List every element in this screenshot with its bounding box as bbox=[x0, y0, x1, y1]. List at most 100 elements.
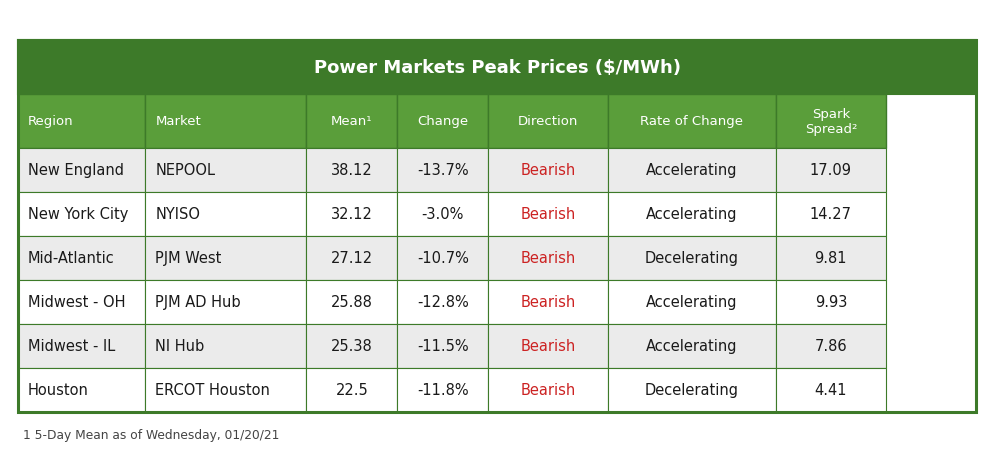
Text: PJM West: PJM West bbox=[155, 251, 222, 266]
FancyBboxPatch shape bbox=[18, 237, 145, 280]
Text: -12.8%: -12.8% bbox=[417, 295, 469, 310]
FancyBboxPatch shape bbox=[608, 280, 775, 324]
Text: NYISO: NYISO bbox=[155, 207, 201, 222]
FancyBboxPatch shape bbox=[306, 368, 398, 412]
FancyBboxPatch shape bbox=[145, 280, 306, 324]
FancyBboxPatch shape bbox=[775, 324, 886, 368]
Text: Houston: Houston bbox=[28, 383, 88, 398]
Text: 9.93: 9.93 bbox=[815, 295, 847, 310]
Text: -11.5%: -11.5% bbox=[417, 339, 469, 354]
FancyBboxPatch shape bbox=[488, 95, 608, 149]
FancyBboxPatch shape bbox=[488, 368, 608, 412]
FancyBboxPatch shape bbox=[398, 149, 488, 192]
FancyBboxPatch shape bbox=[145, 95, 306, 149]
Text: Midwest - OH: Midwest - OH bbox=[28, 295, 125, 310]
Text: -3.0%: -3.0% bbox=[421, 207, 464, 222]
FancyBboxPatch shape bbox=[608, 192, 775, 237]
Text: Midwest - IL: Midwest - IL bbox=[28, 339, 115, 354]
FancyBboxPatch shape bbox=[398, 324, 488, 368]
Text: Accelerating: Accelerating bbox=[646, 207, 738, 222]
FancyBboxPatch shape bbox=[608, 149, 775, 192]
FancyBboxPatch shape bbox=[306, 237, 398, 280]
FancyBboxPatch shape bbox=[145, 368, 306, 412]
Text: -13.7%: -13.7% bbox=[417, 163, 469, 178]
Bar bbox=[18, 41, 976, 412]
FancyBboxPatch shape bbox=[775, 192, 886, 237]
Text: Accelerating: Accelerating bbox=[646, 163, 738, 178]
FancyBboxPatch shape bbox=[775, 368, 886, 412]
Text: Power Markets Peak Prices ($/MWh): Power Markets Peak Prices ($/MWh) bbox=[313, 59, 681, 77]
FancyBboxPatch shape bbox=[775, 237, 886, 280]
Text: Bearish: Bearish bbox=[521, 339, 576, 354]
Text: Direction: Direction bbox=[518, 115, 579, 128]
FancyBboxPatch shape bbox=[18, 368, 145, 412]
Text: PJM AD Hub: PJM AD Hub bbox=[155, 295, 241, 310]
Text: 7.86: 7.86 bbox=[814, 339, 847, 354]
FancyBboxPatch shape bbox=[18, 192, 145, 237]
FancyBboxPatch shape bbox=[306, 324, 398, 368]
Text: NEPOOL: NEPOOL bbox=[155, 163, 216, 178]
FancyBboxPatch shape bbox=[18, 324, 145, 368]
FancyBboxPatch shape bbox=[775, 149, 886, 192]
Text: -10.7%: -10.7% bbox=[416, 251, 469, 266]
FancyBboxPatch shape bbox=[306, 95, 398, 149]
Text: 32.12: 32.12 bbox=[331, 207, 373, 222]
FancyBboxPatch shape bbox=[18, 95, 145, 149]
FancyBboxPatch shape bbox=[488, 280, 608, 324]
Text: Change: Change bbox=[417, 115, 468, 128]
FancyBboxPatch shape bbox=[488, 192, 608, 237]
FancyBboxPatch shape bbox=[775, 95, 886, 149]
Text: Decelerating: Decelerating bbox=[645, 251, 739, 266]
Text: 25.38: 25.38 bbox=[331, 339, 373, 354]
FancyBboxPatch shape bbox=[608, 237, 775, 280]
FancyBboxPatch shape bbox=[398, 192, 488, 237]
FancyBboxPatch shape bbox=[398, 280, 488, 324]
Text: Mid-Atlantic: Mid-Atlantic bbox=[28, 251, 114, 266]
Text: Accelerating: Accelerating bbox=[646, 295, 738, 310]
Text: Bearish: Bearish bbox=[521, 251, 576, 266]
FancyBboxPatch shape bbox=[18, 280, 145, 324]
FancyBboxPatch shape bbox=[18, 41, 976, 95]
Text: Market: Market bbox=[155, 115, 201, 128]
Text: -11.8%: -11.8% bbox=[417, 383, 469, 398]
FancyBboxPatch shape bbox=[145, 149, 306, 192]
Text: 38.12: 38.12 bbox=[331, 163, 373, 178]
FancyBboxPatch shape bbox=[306, 192, 398, 237]
Text: 22.5: 22.5 bbox=[336, 383, 368, 398]
FancyBboxPatch shape bbox=[488, 324, 608, 368]
Text: 14.27: 14.27 bbox=[810, 207, 852, 222]
Text: Rate of Change: Rate of Change bbox=[640, 115, 744, 128]
FancyBboxPatch shape bbox=[608, 95, 775, 149]
Text: Accelerating: Accelerating bbox=[646, 339, 738, 354]
FancyBboxPatch shape bbox=[488, 237, 608, 280]
FancyBboxPatch shape bbox=[608, 324, 775, 368]
FancyBboxPatch shape bbox=[18, 149, 145, 192]
FancyBboxPatch shape bbox=[488, 149, 608, 192]
FancyBboxPatch shape bbox=[775, 280, 886, 324]
Text: Bearish: Bearish bbox=[521, 207, 576, 222]
FancyBboxPatch shape bbox=[145, 192, 306, 237]
Text: NI Hub: NI Hub bbox=[155, 339, 205, 354]
Text: Bearish: Bearish bbox=[521, 295, 576, 310]
Text: Bearish: Bearish bbox=[521, 163, 576, 178]
Text: 4.41: 4.41 bbox=[815, 383, 847, 398]
FancyBboxPatch shape bbox=[145, 237, 306, 280]
Text: 25.88: 25.88 bbox=[331, 295, 373, 310]
FancyBboxPatch shape bbox=[608, 368, 775, 412]
FancyBboxPatch shape bbox=[398, 95, 488, 149]
Text: 17.09: 17.09 bbox=[810, 163, 852, 178]
FancyBboxPatch shape bbox=[398, 237, 488, 280]
Text: Decelerating: Decelerating bbox=[645, 383, 739, 398]
Text: Region: Region bbox=[28, 115, 74, 128]
Text: Spark
Spread²: Spark Spread² bbox=[805, 108, 857, 136]
FancyBboxPatch shape bbox=[398, 368, 488, 412]
FancyBboxPatch shape bbox=[306, 149, 398, 192]
Text: 27.12: 27.12 bbox=[331, 251, 373, 266]
Text: Mean¹: Mean¹ bbox=[331, 115, 373, 128]
Text: New England: New England bbox=[28, 163, 124, 178]
Text: 9.81: 9.81 bbox=[815, 251, 847, 266]
FancyBboxPatch shape bbox=[145, 324, 306, 368]
Text: ERCOT Houston: ERCOT Houston bbox=[155, 383, 270, 398]
Text: Bearish: Bearish bbox=[521, 383, 576, 398]
Text: New York City: New York City bbox=[28, 207, 128, 222]
